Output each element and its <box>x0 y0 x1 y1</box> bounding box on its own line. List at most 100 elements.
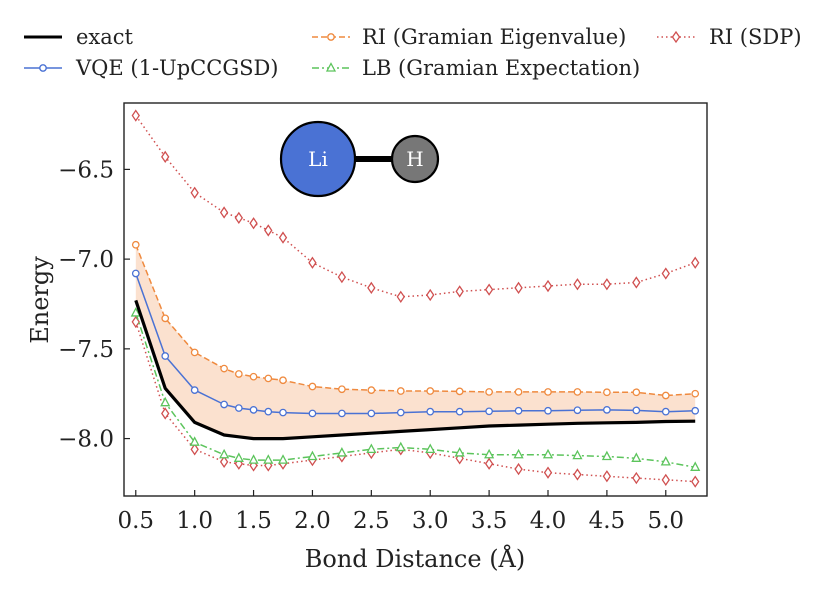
data-point <box>248 454 259 464</box>
plot-area <box>123 102 708 497</box>
data-point <box>426 407 435 416</box>
data-point <box>264 374 273 383</box>
x-tick-label: 1.0 <box>176 508 213 534</box>
data-point <box>426 288 435 302</box>
data-point <box>278 231 288 244</box>
series-line-0 <box>134 299 696 441</box>
series-2 <box>131 240 700 400</box>
data-point <box>249 217 258 230</box>
data-point <box>661 473 670 487</box>
data-point <box>161 352 170 360</box>
legend-item-ri-gramian-eigenvalue: RI (Gramian Eigenvalue) <box>312 25 626 49</box>
data-point <box>308 256 317 269</box>
data-point <box>514 462 523 476</box>
data-point <box>631 452 642 462</box>
data-point <box>690 461 701 471</box>
data-point <box>279 408 287 417</box>
data-point <box>542 448 554 459</box>
x-axis: 0.5 1.0 1.5 2.0 2.5 3.0 3.5 4.0 4.5 5.0 <box>117 490 684 534</box>
data-point <box>573 406 582 415</box>
data-point <box>455 285 464 298</box>
data-point <box>161 150 170 163</box>
legend-item-vqe: VQE (1-UpCCGSD) <box>24 56 279 80</box>
y-tick-label: −7.5 <box>58 337 114 363</box>
lih-molecule: Li H <box>279 120 440 198</box>
series-line-3 <box>135 312 696 469</box>
li-atom-label: Li <box>308 147 328 171</box>
data-point <box>602 470 612 483</box>
data-point <box>234 370 243 378</box>
x-tick-label: 3.5 <box>471 508 508 534</box>
data-point <box>263 454 274 464</box>
legend-label-ri-sdp: RI (SDP) <box>709 25 802 49</box>
data-point <box>603 388 611 397</box>
x-tick-label: 4.0 <box>530 508 567 534</box>
data-point <box>601 450 612 461</box>
y-axis: −6.5 −7.0 −7.5 −8.0 <box>58 157 130 453</box>
data-point <box>189 436 200 446</box>
data-point <box>337 270 347 284</box>
data-point <box>190 386 199 394</box>
data-point <box>484 448 495 459</box>
x-tick-label: 2.5 <box>353 508 390 534</box>
data-point <box>514 281 523 294</box>
data-point <box>366 443 377 453</box>
data-point <box>277 454 289 464</box>
data-point <box>131 269 140 278</box>
data-point <box>190 348 199 357</box>
data-point <box>573 388 582 396</box>
data-point <box>632 388 641 397</box>
data-point <box>220 364 228 373</box>
legend-label-ri-gramian-eigenvalue: RI (Gramian Eigenvalue) <box>362 25 626 49</box>
data-point <box>367 386 376 394</box>
data-point <box>307 450 318 461</box>
data-point <box>234 404 243 412</box>
h-atom-label: H <box>406 147 423 171</box>
data-point <box>338 409 346 418</box>
data-point <box>661 391 670 400</box>
data-point <box>234 211 244 225</box>
y-tick-label: −7.0 <box>58 247 114 273</box>
series-3 <box>130 307 701 471</box>
data-point <box>544 406 552 415</box>
series-layer <box>130 109 701 488</box>
data-point <box>264 224 273 237</box>
legend-label-vqe: VQE (1-UpCCGSD) <box>75 56 279 80</box>
data-point <box>131 109 140 122</box>
data-point <box>161 314 170 323</box>
data-point <box>336 447 347 457</box>
data-point <box>264 459 273 472</box>
data-point <box>632 406 641 415</box>
data-point <box>485 388 493 396</box>
data-point <box>219 448 230 459</box>
data-point <box>426 387 435 395</box>
data-point <box>573 468 582 481</box>
data-point <box>691 256 700 269</box>
data-point <box>543 466 553 479</box>
data-point <box>455 407 464 416</box>
data-point <box>691 406 700 415</box>
data-point <box>130 307 141 317</box>
legend-label-exact: exact <box>76 25 134 49</box>
data-point <box>691 389 700 398</box>
y-tick-label: −8.0 <box>58 427 114 453</box>
data-point <box>514 388 523 396</box>
x-tick-label: 3.0 <box>412 508 449 534</box>
legend: exact VQE (1-UpCCGSD) RI (Gramian Eigenv… <box>24 25 802 80</box>
series-5 <box>131 109 700 303</box>
data-point <box>219 455 229 469</box>
data-point <box>264 407 273 416</box>
data-point <box>573 278 582 291</box>
data-point <box>484 283 494 296</box>
legend-label-lb-gramian-expectation: LB (Gramian Expectation) <box>362 56 640 80</box>
series-line-4 <box>135 321 696 483</box>
series-line-1 <box>135 273 696 415</box>
data-point <box>661 267 670 280</box>
x-tick-label: 1.5 <box>235 508 272 534</box>
series-line-2 <box>135 244 696 397</box>
data-point <box>544 388 552 396</box>
data-point <box>455 387 464 396</box>
data-point <box>219 206 229 219</box>
y-tick-label: −6.5 <box>58 157 114 183</box>
data-point <box>367 281 376 294</box>
